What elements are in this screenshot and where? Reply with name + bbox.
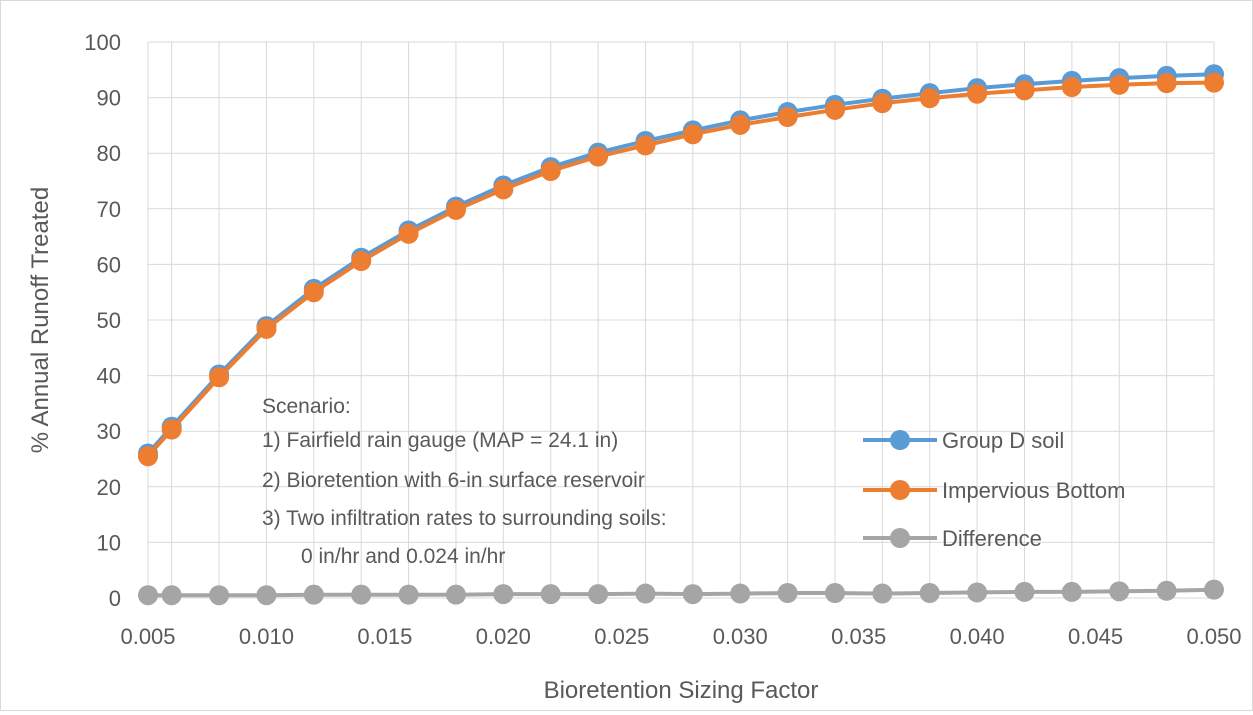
data-point-impervious-bottom bbox=[138, 446, 158, 467]
x-axis-tick-labels: 0.005 0.010 0.015 0.020 0.025 0.030 0.035 0.040… bbox=[120, 624, 1241, 649]
data-point-impervious-bottom bbox=[209, 367, 230, 388]
legend-marker-impervious-bottom bbox=[890, 480, 910, 500]
x-tick-label: 0.005 bbox=[120, 624, 175, 649]
data-point-impervious-bottom bbox=[824, 99, 845, 120]
x-tick-label: 0.045 bbox=[1068, 624, 1123, 649]
data-point-difference bbox=[919, 582, 940, 603]
legend-item-difference: Difference bbox=[863, 526, 1042, 551]
data-point-impervious-bottom bbox=[1156, 73, 1177, 94]
data-point-impervious-bottom bbox=[872, 93, 893, 114]
data-point-difference bbox=[398, 584, 419, 605]
data-point-difference bbox=[1014, 581, 1035, 602]
x-tick-label: 0.035 bbox=[831, 624, 886, 649]
data-point-impervious-bottom bbox=[1061, 77, 1082, 98]
x-tick-label: 0.040 bbox=[950, 624, 1005, 649]
y-tick-label: 30 bbox=[97, 419, 121, 444]
y-tick-label: 0 bbox=[109, 586, 121, 611]
data-point-difference bbox=[540, 584, 561, 605]
data-point-difference bbox=[209, 585, 230, 606]
data-point-difference bbox=[138, 585, 158, 606]
y-tick-label: 70 bbox=[97, 197, 121, 222]
data-point-impervious-bottom bbox=[303, 282, 324, 303]
data-point-impervious-bottom bbox=[351, 251, 372, 272]
y-tick-label: 50 bbox=[97, 308, 121, 333]
data-point-difference bbox=[967, 582, 988, 603]
data-point-impervious-bottom bbox=[1109, 74, 1130, 95]
scenario-annotation: Scenario: 1) Fairfield rain gauge (MAP =… bbox=[262, 395, 667, 568]
data-point-impervious-bottom bbox=[540, 160, 561, 181]
x-tick-label: 0.025 bbox=[594, 624, 649, 649]
data-point-difference bbox=[1061, 581, 1082, 602]
data-point-impervious-bottom bbox=[161, 419, 182, 440]
data-point-impervious-bottom bbox=[588, 146, 609, 167]
x-tick-label: 0.015 bbox=[357, 624, 412, 649]
data-point-difference bbox=[1204, 579, 1224, 600]
data-point-difference bbox=[351, 584, 372, 605]
data-point-difference bbox=[635, 583, 656, 604]
x-tick-label: 0.020 bbox=[476, 624, 531, 649]
annotation-line-3: 2) Bioretention with 6-in surface reserv… bbox=[262, 469, 645, 492]
legend-marker-group-d-soil bbox=[890, 430, 910, 450]
data-point-impervious-bottom bbox=[730, 114, 751, 135]
legend-label-difference: Difference bbox=[942, 526, 1042, 551]
x-axis-title: Bioretention Sizing Factor bbox=[544, 677, 819, 704]
y-tick-label: 40 bbox=[97, 364, 121, 389]
data-point-impervious-bottom bbox=[919, 88, 940, 109]
y-axis-tick-labels: 0 10 20 30 40 50 60 70 80 90 100 bbox=[84, 30, 121, 611]
data-point-difference bbox=[1109, 581, 1130, 602]
data-point-difference bbox=[682, 584, 703, 605]
data-point-impervious-bottom bbox=[967, 83, 988, 104]
data-point-difference bbox=[1156, 580, 1177, 601]
annotation-line-4: 3) Two infiltration rates to surrounding… bbox=[262, 507, 667, 530]
legend-label-group-d-soil: Group D soil bbox=[942, 428, 1064, 453]
legend-item-group-d-soil: Group D soil bbox=[863, 428, 1064, 453]
data-point-difference bbox=[493, 584, 514, 605]
y-tick-label: 100 bbox=[84, 30, 121, 55]
x-tick-label: 0.010 bbox=[239, 624, 294, 649]
data-point-impervious-bottom bbox=[777, 107, 798, 128]
legend-item-impervious-bottom: Impervious Bottom bbox=[863, 478, 1125, 503]
data-point-impervious-bottom bbox=[1204, 72, 1224, 93]
x-tick-label: 0.050 bbox=[1186, 624, 1241, 649]
data-point-impervious-bottom bbox=[1014, 80, 1035, 101]
data-point-difference bbox=[256, 585, 277, 606]
data-point-impervious-bottom bbox=[493, 179, 514, 200]
data-point-impervious-bottom bbox=[445, 199, 466, 220]
data-point-impervious-bottom bbox=[398, 223, 419, 244]
series-layer bbox=[138, 64, 1224, 606]
data-point-difference bbox=[824, 582, 845, 603]
data-point-difference bbox=[730, 583, 751, 604]
data-point-difference bbox=[161, 585, 182, 606]
y-tick-label: 90 bbox=[97, 86, 121, 111]
data-point-impervious-bottom bbox=[256, 318, 277, 339]
legend: Group D soil Impervious Bottom Differenc… bbox=[863, 428, 1125, 551]
data-point-impervious-bottom bbox=[682, 124, 703, 145]
annotation-line-2: 1) Fairfield rain gauge (MAP = 24.1 in) bbox=[262, 429, 618, 452]
x-tick-label: 0.030 bbox=[713, 624, 768, 649]
annotation-line-1: Scenario: bbox=[262, 395, 351, 418]
legend-marker-difference bbox=[890, 528, 910, 548]
y-axis-title: % Annual Runoff Treated bbox=[27, 187, 54, 453]
data-point-difference bbox=[777, 582, 798, 603]
data-point-difference bbox=[872, 583, 893, 604]
data-point-difference bbox=[445, 584, 466, 605]
y-tick-label: 80 bbox=[97, 141, 121, 166]
y-tick-label: 60 bbox=[97, 252, 121, 277]
legend-label-impervious-bottom: Impervious Bottom bbox=[942, 478, 1125, 503]
y-tick-label: 10 bbox=[97, 530, 121, 555]
annotation-line-5: 0 in/hr and 0.024 in/hr bbox=[301, 545, 505, 568]
y-tick-label: 20 bbox=[97, 475, 121, 500]
data-point-difference bbox=[303, 584, 324, 605]
data-point-impervious-bottom bbox=[635, 135, 656, 156]
data-point-difference bbox=[588, 584, 609, 605]
